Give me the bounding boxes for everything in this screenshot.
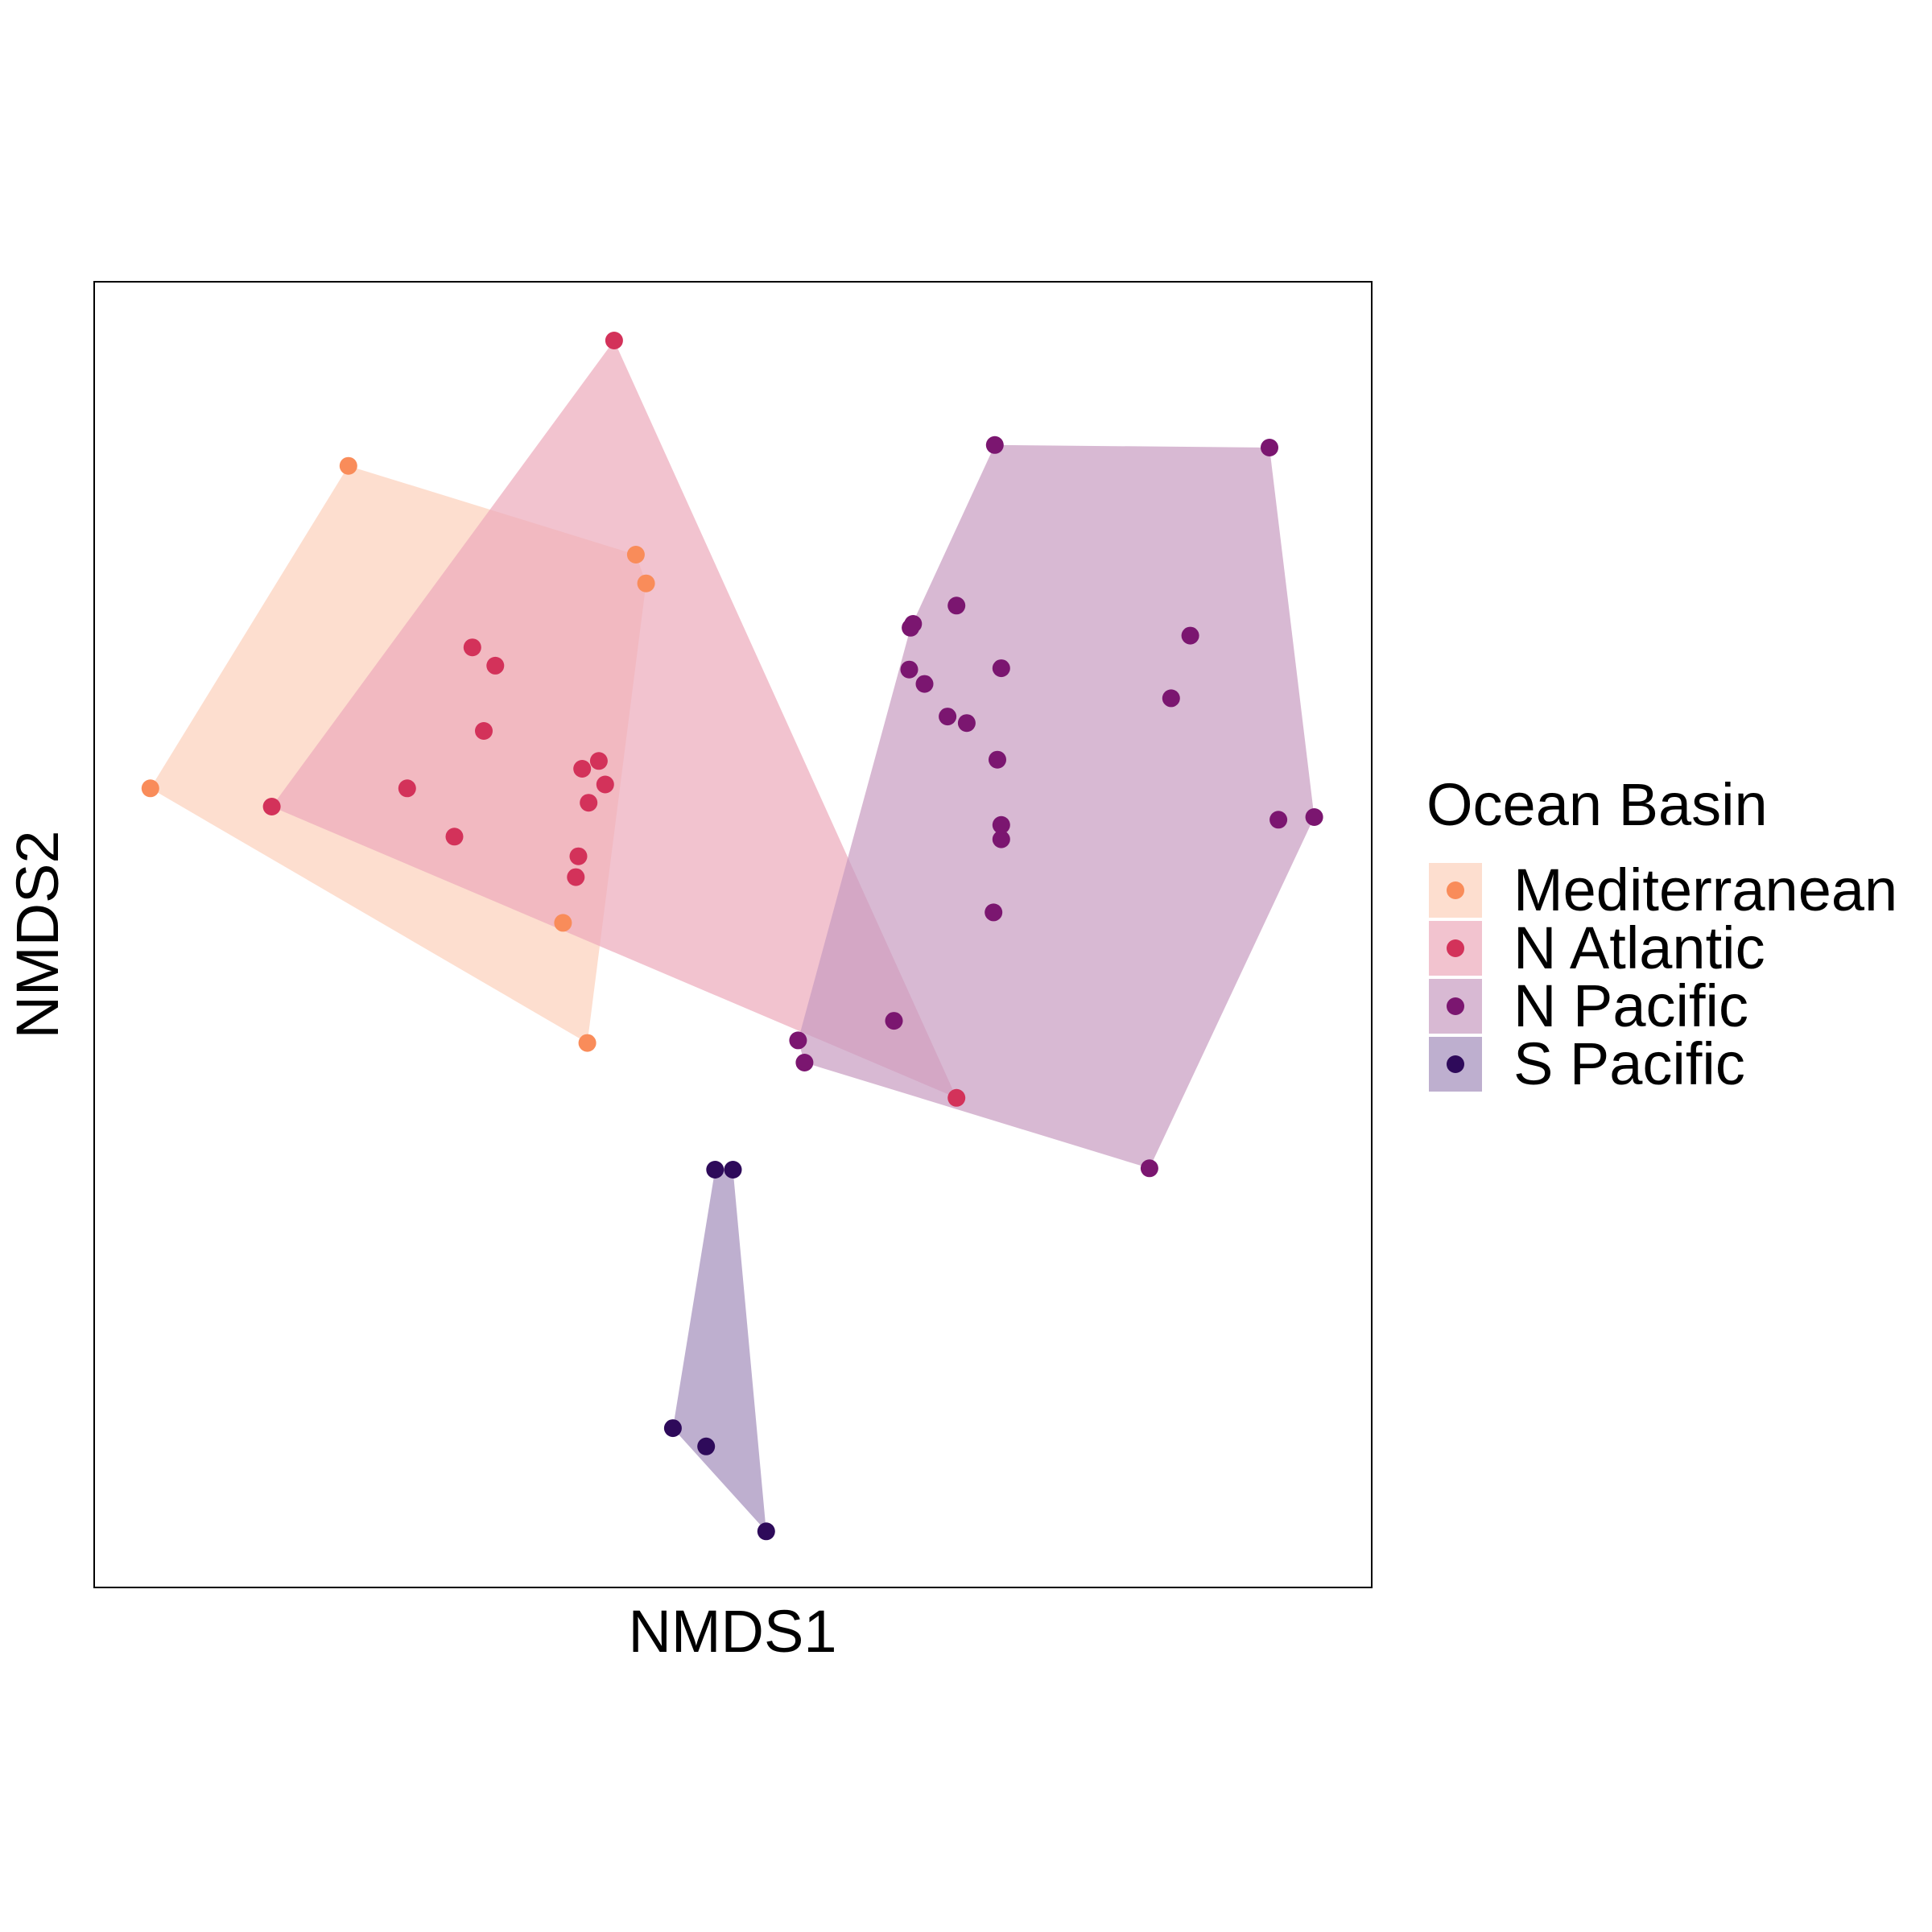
legend-label-s-pacific: S Pacific [1513, 1030, 1745, 1097]
legend-label-n-pacific: N Pacific [1513, 972, 1748, 1039]
point-n-pacific-13 [947, 597, 966, 615]
point-n-pacific-10 [992, 815, 1010, 834]
y-axis-title: NMDS2 [4, 830, 71, 1038]
hull-s-pacific [672, 1170, 766, 1532]
point-n-pacific-8 [985, 903, 1003, 922]
point-n-pacific-7 [885, 1012, 903, 1030]
point-mediterranean-5 [554, 914, 572, 932]
point-mediterranean-4 [637, 574, 655, 592]
point-n-pacific-9 [992, 830, 1010, 848]
legend-title: Ocean Basin [1426, 771, 1768, 838]
legend-dot-s-pacific [1447, 1055, 1464, 1073]
point-n-pacific-20 [989, 750, 1006, 769]
point-mediterranean-2 [339, 456, 357, 475]
point-n-pacific-6 [789, 1031, 807, 1050]
point-n-atlantic-10 [596, 775, 614, 794]
point-n-atlantic-2 [262, 798, 281, 815]
point-n-pacific-1 [985, 436, 1004, 454]
point-s-pacific-4 [697, 1437, 716, 1455]
point-n-atlantic-8 [573, 760, 592, 778]
point-n-pacific-4 [1140, 1159, 1158, 1178]
point-n-pacific-2 [1261, 439, 1278, 456]
point-n-pacific-3 [1305, 808, 1323, 826]
point-layer [141, 332, 1323, 1541]
point-n-atlantic-6 [486, 656, 505, 675]
point-s-pacific-2 [724, 1161, 742, 1179]
point-n-pacific-11 [1269, 811, 1288, 829]
legend-dot-n-pacific [1447, 997, 1464, 1015]
hull-n-atlantic [271, 341, 957, 1098]
point-n-atlantic-14 [947, 1088, 966, 1107]
point-n-pacific-18 [939, 708, 957, 726]
x-axis-title: NMDS1 [628, 1598, 836, 1665]
point-n-atlantic-3 [398, 779, 416, 798]
point-n-atlantic-12 [569, 847, 588, 865]
point-mediterranean-1 [141, 779, 159, 798]
legend-dot-n-atlantic [1447, 939, 1464, 957]
point-n-atlantic-9 [589, 752, 608, 770]
point-n-pacific-21 [1181, 626, 1199, 645]
point-n-pacific-22 [1162, 689, 1180, 708]
point-n-atlantic-7 [475, 722, 493, 740]
point-n-pacific-5 [795, 1054, 814, 1071]
point-s-pacific-3 [663, 1419, 682, 1438]
point-n-atlantic-1 [605, 332, 623, 349]
point-n-pacific-16 [900, 660, 919, 679]
point-n-atlantic-5 [463, 638, 481, 657]
point-n-pacific-19 [957, 714, 976, 733]
hull-n-pacific [798, 444, 1315, 1169]
point-mediterranean-3 [626, 546, 645, 564]
point-s-pacific-5 [757, 1522, 775, 1541]
point-n-atlantic-13 [567, 868, 585, 886]
point-mediterranean-6 [578, 1034, 597, 1052]
legend-dot-mediterranean [1447, 881, 1464, 899]
plot-panel-border [93, 281, 1373, 1588]
hull-layer [150, 341, 1315, 1532]
point-n-atlantic-11 [580, 794, 598, 812]
legend-label-n-atlantic: N Atlantic [1513, 914, 1765, 981]
legend-label-mediterranean: Mediterranean [1513, 857, 1897, 923]
point-n-atlantic-4 [445, 828, 464, 846]
point-n-pacific-15 [902, 618, 920, 637]
point-n-pacific-12 [992, 659, 1010, 678]
point-n-pacific-17 [915, 675, 934, 693]
point-s-pacific-1 [706, 1161, 724, 1179]
